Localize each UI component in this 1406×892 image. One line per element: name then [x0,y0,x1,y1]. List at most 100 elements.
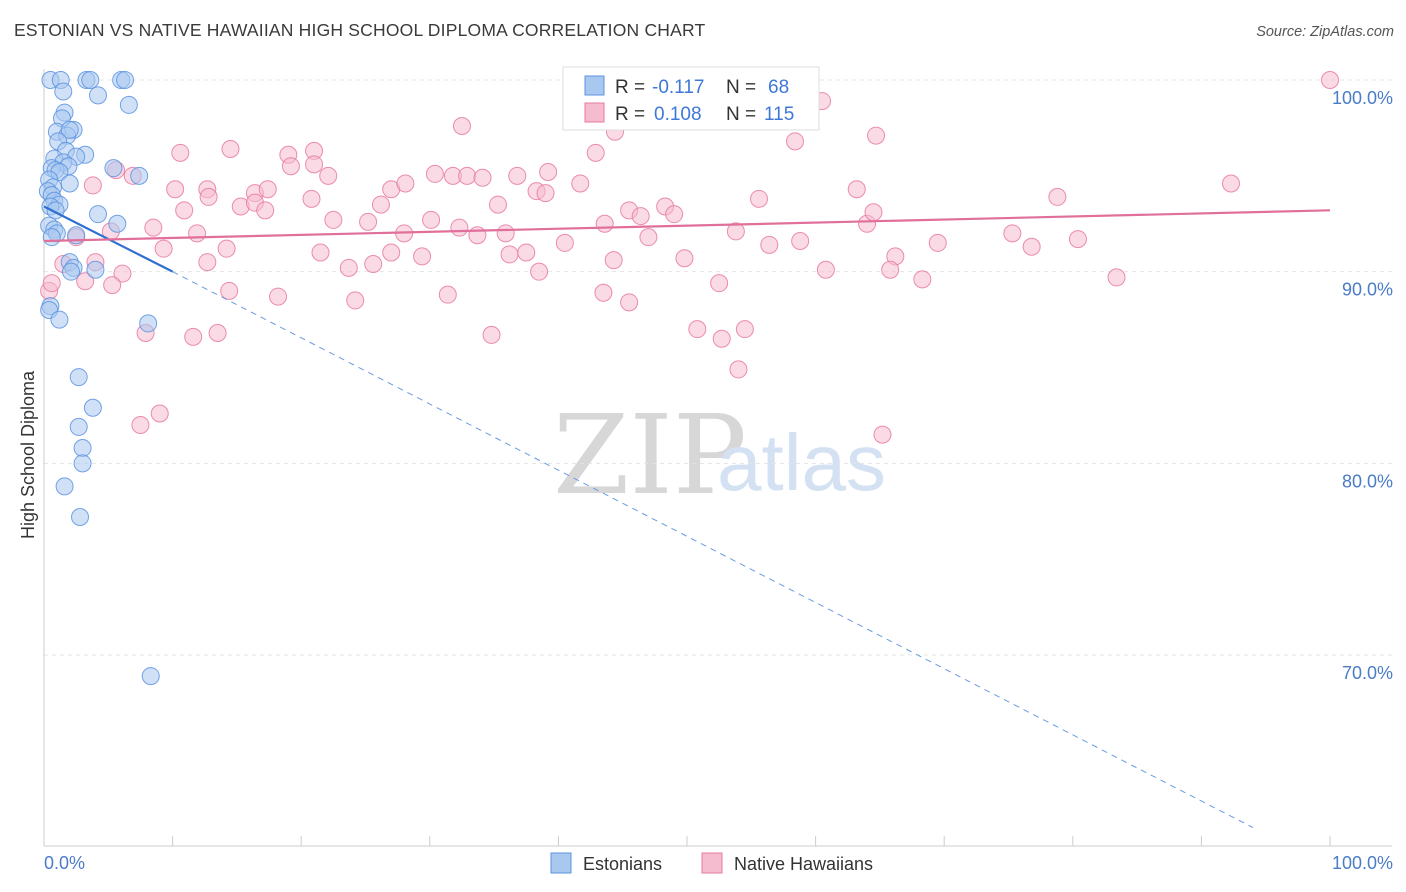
point-estonians-42 [42,228,61,247]
point-native-hawaiians-12 [425,164,444,183]
point-native-hawaiians-26 [1048,187,1067,206]
point-native-hawaiians-38 [595,214,614,233]
point-native-hawaiians-110 [571,174,590,193]
watermark-atlas: atlas [717,418,886,507]
point-estonians-58 [141,667,160,686]
point-native-hawaiians-51 [555,233,574,252]
scatter-points [38,71,1339,686]
y-tick-label-0: 100.0% [1332,88,1393,108]
point-native-hawaiians-94 [208,324,227,342]
point-native-hawaiians-53 [726,222,745,241]
point-native-hawaiians-46 [144,218,163,237]
point-estonians-37 [108,214,127,233]
point-native-hawaiians-36 [359,212,378,231]
point-estonians-53 [69,417,88,436]
point-native-hawaiians-14 [458,166,477,185]
point-native-hawaiians-88 [620,293,639,312]
point-estonians-7 [89,86,108,105]
point-native-hawaiians-95 [482,325,501,344]
point-estonians-25 [104,159,123,178]
point-estonians-52 [83,398,102,417]
y-tick-label-1: 90.0% [1342,280,1393,300]
point-estonians-50 [139,314,158,333]
point-native-hawaiians-114 [311,243,330,262]
legend-box [562,66,820,131]
point-native-hawaiians-15 [473,168,492,187]
point-native-hawaiians-105 [867,126,886,145]
point-native-hawaiians-72 [198,253,217,272]
point-native-hawaiians-86 [438,285,457,304]
y-tick-label-2: 80.0% [1342,471,1393,491]
point-native-hawaiians-106 [586,143,605,162]
point-native-hawaiians-68 [791,232,810,250]
legend-n-value-1: 68 [768,77,789,98]
legend-n-value-2: 115 [764,104,794,125]
point-native-hawaiians-99 [729,360,748,379]
point-native-hawaiians-55 [1068,230,1087,249]
legend-r-label-2: R = [615,104,645,125]
y-axis-label: High School Diploma [18,370,38,539]
trend-line-native-hawaiians [43,209,1331,243]
point-native-hawaiians-100 [150,404,169,423]
point-native-hawaiians-75 [530,262,549,281]
legend-n-label-1: N = [726,77,756,98]
point-native-hawaiians-73 [339,258,358,277]
point-native-hawaiians-4 [221,140,240,158]
point-native-hawaiians-87 [594,283,613,302]
point-native-hawaiians-82 [103,276,122,295]
point-native-hawaiians-79 [76,272,95,291]
point-estonians-49 [50,310,69,329]
point-estonians-6 [54,82,73,101]
point-native-hawaiians-34 [175,201,194,220]
y-tick-labels: 100.0% 90.0% 80.0% 70.0% [1332,88,1393,683]
series-legend-estonians: Estonians [583,854,662,874]
point-estonians-51 [69,368,88,387]
point-native-hawaiians-7 [281,157,300,176]
series-legend: Estonians Native Hawaiians [550,852,873,874]
point-native-hawaiians-96 [688,320,707,339]
x-tick-label-max: 100.0% [1332,853,1393,873]
point-native-hawaiians-18 [166,180,185,199]
point-estonians-55 [73,454,92,473]
legend-n-label-2: N = [726,104,756,125]
point-estonians-45 [86,260,105,279]
point-native-hawaiians-27 [1221,174,1240,193]
point-native-hawaiians-22 [396,174,415,193]
correlation-legend: R = -0.117 N = 68 R = 0.108 N = 115 [562,66,820,131]
point-native-hawaiians-33 [371,195,390,214]
point-native-hawaiians-84 [269,287,288,306]
gridlines [44,79,1392,656]
point-native-hawaiians-54 [1003,224,1022,243]
point-estonians-46 [62,262,81,281]
chart-title: ESTONIAN VS NATIVE HAWAIIAN HIGH SCHOOL … [14,20,706,40]
point-native-hawaiians-90 [913,270,932,289]
point-native-hawaiians-59 [760,235,779,254]
point-estonians-56 [55,477,74,496]
point-native-hawaiians-32 [302,189,321,208]
point-native-hawaiians-25 [847,180,866,199]
point-native-hawaiians-52 [639,228,658,247]
point-estonians-54 [73,439,92,457]
point-native-hawaiians-65 [517,243,536,262]
y-tick-label-3: 70.0% [1342,663,1393,683]
point-native-hawaiians-102 [873,425,892,444]
series-legend-swatch-estonians [550,852,572,874]
point-native-hawaiians-81 [42,274,61,293]
legend-r-label-1: R = [615,77,645,98]
watermark-zip: ZIP [553,391,747,519]
point-native-hawaiians-40 [631,207,650,226]
point-native-hawaiians-42 [665,205,684,224]
trend-lines [43,205,1331,828]
point-native-hawaiians-56 [1022,237,1041,256]
point-native-hawaiians-50 [468,226,487,245]
point-native-hawaiians-45 [496,224,515,243]
point-native-hawaiians-109 [539,163,558,181]
point-estonians-57 [71,508,90,526]
point-native-hawaiians-63 [413,247,432,266]
point-native-hawaiians-31 [256,201,275,220]
legend-r-value-1: -0.117 [652,77,704,98]
point-native-hawaiians-76 [816,260,835,279]
point-native-hawaiians-3 [171,143,190,162]
point-native-hawaiians-62 [382,243,401,262]
point-native-hawaiians-89 [710,274,729,293]
